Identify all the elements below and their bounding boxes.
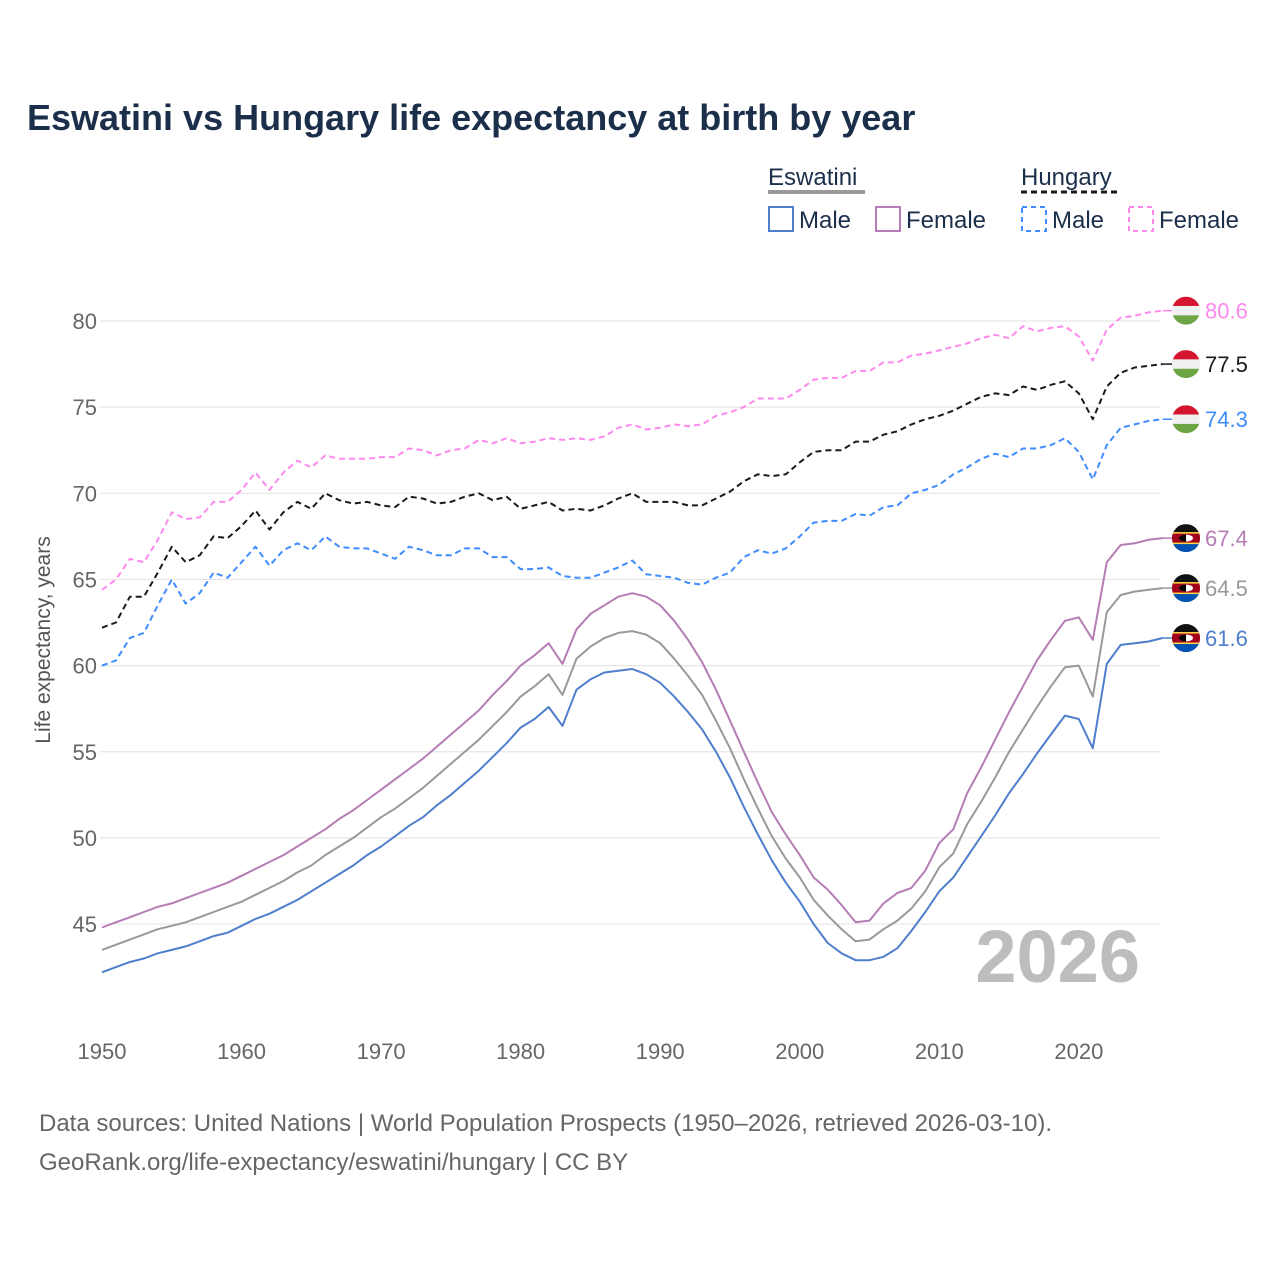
x-tick-label: 2010 <box>915 1039 964 1064</box>
x-tick-label: 1980 <box>496 1039 545 1064</box>
end-value-label: 74.3 <box>1205 407 1248 432</box>
series-line-eswatini-male <box>101 637 1163 974</box>
flag-stripe-green <box>1172 368 1200 379</box>
flag-stripe-blue <box>1172 643 1200 653</box>
hungary-flag-icon <box>1172 296 1200 325</box>
flag-stripe-blue <box>1172 543 1200 553</box>
flag-stripe-green <box>1172 315 1200 325</box>
flag-clip <box>1172 574 1200 603</box>
year-watermark: 2026 <box>975 915 1140 998</box>
x-tick-label: 1990 <box>636 1039 685 1064</box>
y-axis-title: Life expectancy, years <box>32 536 55 743</box>
flag-clip <box>1172 296 1200 325</box>
end-value-label: 80.6 <box>1205 299 1248 324</box>
x-tick-label: 2000 <box>775 1039 824 1064</box>
flag-clip <box>1172 624 1200 653</box>
x-tick-label: 1970 <box>357 1039 406 1064</box>
flag-shield-dark <box>1179 634 1186 642</box>
y-tick-label: 60 <box>73 654 97 679</box>
end-labels: 80.6 77.5 74.3 67.4 64.5 61.6 <box>1162 296 1248 653</box>
legend-group-eswatini: Eswatini <box>768 164 857 191</box>
y-tick-label: 55 <box>73 740 97 765</box>
legend-group-hungary: Hungary <box>1021 164 1112 191</box>
y-tick-label: 45 <box>73 912 97 937</box>
end-value-label: 61.6 <box>1205 626 1248 651</box>
gridlines <box>100 320 1160 925</box>
end-value-label: 77.5 <box>1205 352 1248 377</box>
flag-stripe-white <box>1172 359 1200 369</box>
y-tick-label: 70 <box>73 481 97 506</box>
footer-sources: Data sources: United Nations | World Pop… <box>39 1110 1052 1137</box>
chart-title: Eswatini vs Hungary life expectancy at b… <box>27 97 915 138</box>
y-tick-label: 65 <box>73 567 97 592</box>
flag-shield-dark <box>1179 534 1186 542</box>
flag-clip <box>1172 350 1200 379</box>
footer-attribution[interactable]: GeoRank.org/life-expectancy/eswatini/hun… <box>39 1149 628 1176</box>
legend: Eswatini Male Female Hungary Male Female <box>768 164 1239 234</box>
flag-stripe-red <box>1172 296 1200 307</box>
series-line-eswatini-total <box>101 587 1163 951</box>
legend-swatch-eswatini-female <box>875 206 901 232</box>
y-axis-ticks: 45 50 55 60 65 70 75 80 <box>73 309 97 937</box>
x-tick-label: 1960 <box>217 1039 266 1064</box>
y-tick-label: 75 <box>73 395 97 420</box>
y-tick-label: 80 <box>73 309 97 334</box>
legend-swatch-hungary-female <box>1128 206 1154 232</box>
flag-stripe-green <box>1172 423 1200 434</box>
legend-label-eswatini-male: Male <box>799 207 851 234</box>
end-value-label: 64.5 <box>1205 576 1248 601</box>
eswatini-flag-icon <box>1172 574 1200 603</box>
eswatini-flag-icon <box>1172 524 1200 553</box>
series-line-hungary-female <box>101 309 1163 591</box>
flag-clip <box>1172 524 1200 553</box>
flag-stripe-white <box>1172 414 1200 424</box>
legend-label-eswatini-female: Female <box>906 207 986 234</box>
end-value-label: 67.4 <box>1205 526 1248 551</box>
series-line-hungary-male <box>101 418 1163 667</box>
x-tick-label: 2020 <box>1054 1039 1103 1064</box>
legend-swatch-eswatini-male <box>768 206 794 232</box>
hungary-flag-icon <box>1172 405 1200 434</box>
series-line-eswatini-female <box>101 537 1163 929</box>
flag-stripe-blue <box>1172 593 1200 603</box>
series-lines <box>101 309 1163 974</box>
flag-stripe-red <box>1172 350 1200 360</box>
y-tick-label: 50 <box>73 826 97 851</box>
flag-clip <box>1172 405 1200 434</box>
flag-shield-dark <box>1179 584 1186 592</box>
legend-label-hungary-female: Female <box>1159 207 1239 234</box>
hungary-flag-icon <box>1172 350 1200 379</box>
x-axis-ticks: 1950 1960 1970 1980 1990 2000 2010 2020 <box>78 1039 1104 1064</box>
legend-swatch-hungary-male <box>1021 206 1047 232</box>
flag-stripe-white <box>1172 305 1200 316</box>
series-line-hungary-total <box>101 363 1163 629</box>
flag-stripe-red <box>1172 405 1200 415</box>
legend-label-hungary-male: Male <box>1052 207 1104 234</box>
eswatini-flag-icon <box>1172 624 1200 653</box>
x-tick-label: 1950 <box>78 1039 127 1064</box>
